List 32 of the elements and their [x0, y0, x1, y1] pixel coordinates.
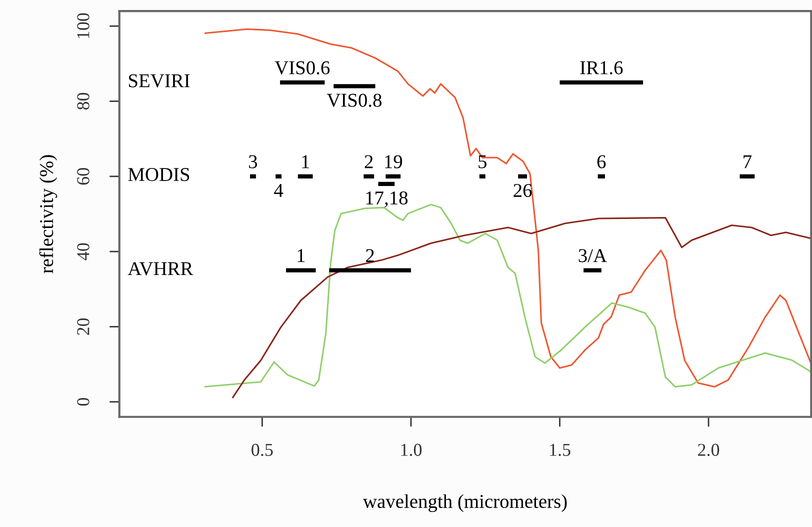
- series-label: 1: [302, 155, 310, 168]
- line-series: [232, 216, 812, 399]
- series-label: 17,18: [366, 191, 408, 208]
- x-axis-title: wavelength (micrometers): [362, 494, 567, 512]
- x-tick-label: 1.0: [401, 444, 422, 456]
- line-series: [204, 28, 812, 388]
- y-tick-label: 60: [77, 168, 90, 185]
- series-label: 2: [364, 155, 373, 168]
- series-label: 2: [366, 249, 374, 262]
- y-tick-label: 20: [77, 318, 90, 335]
- series-label: 7: [744, 155, 752, 168]
- series-label: VIS0.6: [274, 61, 330, 74]
- y-tick-label: 100: [77, 13, 90, 38]
- x-tick-label: 0.5: [252, 444, 273, 456]
- annotation: SEVIRI: [128, 74, 190, 88]
- series-label: 4: [274, 184, 284, 197]
- series-label: 6: [597, 155, 606, 168]
- x-tick-label: 1.5: [550, 444, 570, 456]
- annotation: MODIS: [128, 168, 190, 182]
- y-tick-label: 40: [77, 243, 90, 260]
- series-label: IR1.6: [580, 61, 623, 74]
- series-label: VIS0.8: [326, 94, 382, 107]
- annotation: AVHRR: [128, 262, 194, 276]
- series-label: 19: [385, 155, 402, 168]
- series-label: 3/A: [578, 249, 607, 262]
- y-tick-label: 80: [77, 92, 90, 110]
- x-tick-label: 2.0: [698, 444, 720, 456]
- y-tick-label: 0: [77, 398, 90, 406]
- y-axis-title: reflectivity (%): [39, 155, 58, 274]
- series-label: 5: [478, 155, 486, 168]
- series-label: 1: [298, 249, 305, 262]
- series-label: 3: [249, 155, 258, 168]
